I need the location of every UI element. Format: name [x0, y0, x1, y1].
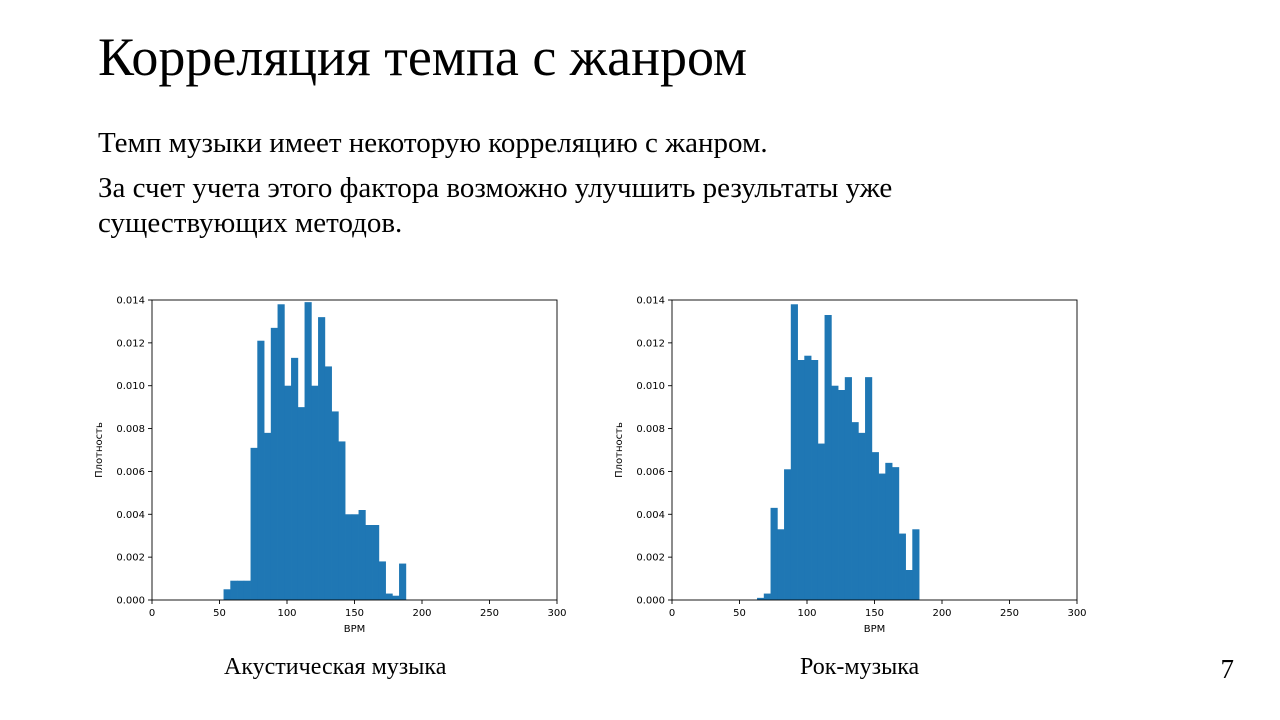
- histogram-bar: [250, 447, 258, 600]
- histogram-bar: [777, 529, 785, 600]
- histogram-bar: [784, 469, 792, 600]
- slide-body: Темп музыки имеет некоторую корреляцию с…: [98, 126, 1058, 250]
- histogram-bar: [331, 411, 339, 600]
- x-tick-label: 0: [669, 608, 675, 619]
- histogram-bar: [318, 317, 326, 600]
- y-tick-label: 0.006: [636, 467, 665, 478]
- histogram-bar: [284, 385, 292, 600]
- histogram-bar: [311, 385, 319, 600]
- x-tick-label: 250: [480, 608, 499, 619]
- y-tick-label: 0.002: [636, 553, 665, 564]
- y-tick-label: 0.008: [116, 424, 145, 435]
- histogram-bar: [757, 597, 765, 600]
- y-tick-label: 0.000: [116, 596, 145, 607]
- y-tick-label: 0.010: [636, 381, 665, 392]
- histogram-bar: [844, 377, 852, 600]
- histogram-bar: [365, 525, 373, 600]
- y-axis-label: Плотность: [614, 422, 625, 478]
- slide-title: Корреляция темпа с жанром: [98, 27, 748, 87]
- histogram-bar: [892, 467, 900, 600]
- histogram-bar: [345, 514, 353, 600]
- histogram-bar: [324, 366, 332, 600]
- histogram-bar: [351, 514, 359, 600]
- histogram-bar: [831, 385, 839, 600]
- x-tick-label: 300: [1067, 608, 1086, 619]
- y-tick-label: 0.002: [116, 553, 145, 564]
- y-tick-label: 0.000: [636, 596, 665, 607]
- histogram-bar: [790, 304, 798, 600]
- histogram-bar: [851, 422, 859, 600]
- x-tick-label: 150: [345, 608, 364, 619]
- histogram-bar: [372, 525, 380, 600]
- y-tick-label: 0.004: [116, 510, 145, 521]
- histogram-acoustic: 0 50 100 150 200 250 300 0.000 0.002 0.004 0.006 0.…: [92, 290, 582, 636]
- histogram-svg: 0 50 100 150 200 250 300 0.000 0.002 0.004 0.006 0.…: [614, 296, 1087, 636]
- x-axis-label: BPM: [864, 624, 886, 635]
- y-tick-label: 0.012: [636, 338, 665, 349]
- histogram-bar: [763, 593, 771, 600]
- x-tick-label: 200: [412, 608, 431, 619]
- histogram-bar: [338, 441, 346, 600]
- chart-caption-acoustic: Акустическая музыка: [224, 654, 447, 680]
- histogram-bar: [878, 473, 886, 600]
- histogram-bar: [378, 561, 386, 600]
- histogram-bar: [905, 570, 913, 600]
- histogram-bar: [223, 589, 231, 600]
- histogram-bar: [291, 357, 299, 600]
- histogram-bar: [264, 432, 272, 600]
- y-tick-label: 0.004: [636, 510, 665, 521]
- y-tick-label: 0.010: [116, 381, 145, 392]
- y-tick-label: 0.014: [116, 296, 145, 307]
- x-tick-label: 300: [547, 608, 566, 619]
- histogram-bar: [392, 595, 400, 600]
- histogram-bar: [243, 580, 251, 600]
- x-tick-label: 150: [865, 608, 884, 619]
- x-tick-label: 100: [277, 608, 296, 619]
- x-tick-label: 50: [733, 608, 746, 619]
- histogram-bar: [811, 360, 819, 600]
- page-number: 7: [1220, 654, 1235, 684]
- histogram-bar: [385, 593, 393, 600]
- y-tick-label: 0.008: [636, 424, 665, 435]
- histogram-bar: [912, 529, 920, 600]
- x-tick-label: 50: [213, 608, 226, 619]
- x-tick-label: 0: [149, 608, 155, 619]
- histogram-bar: [230, 580, 238, 600]
- histogram-bar: [399, 563, 407, 600]
- x-tick-label: 250: [1000, 608, 1019, 619]
- histogram-bar: [817, 443, 825, 600]
- histogram-bar: [304, 302, 312, 600]
- histogram-bar: [865, 377, 873, 600]
- histogram-bar: [270, 327, 278, 600]
- histogram-bar: [257, 340, 265, 600]
- slide-paragraph: Темп музыки имеет некоторую корреляцию с…: [98, 127, 768, 159]
- histogram-bar: [237, 580, 245, 600]
- histogram-rock: 0 50 100 150 200 250 300 0.000 0.002 0.004 0.006 0.…: [612, 290, 1102, 636]
- histogram-bar: [804, 355, 812, 600]
- histogram-bar: [858, 432, 866, 600]
- histogram-bar: [297, 407, 305, 600]
- histogram-bar: [358, 510, 366, 600]
- histogram-bar: [797, 360, 805, 600]
- x-axis-label: BPM: [344, 624, 366, 635]
- y-axis-label: Плотность: [94, 422, 105, 478]
- y-tick-label: 0.012: [116, 338, 145, 349]
- histogram-bar: [898, 533, 906, 600]
- histogram-bar: [824, 315, 832, 600]
- y-tick-label: 0.006: [116, 467, 145, 478]
- chart-caption-rock: Рок-музыка: [800, 654, 920, 680]
- histogram-bar: [277, 304, 285, 600]
- histogram-bar: [838, 390, 846, 600]
- histogram-bar: [770, 507, 778, 600]
- slide-paragraph: За счет учета этого фактора возможно улу…: [98, 171, 893, 239]
- histogram-bar: [885, 462, 893, 600]
- histogram-svg: 0 50 100 150 200 250 300 0.000 0.002 0.004 0.006 0.…: [94, 296, 567, 636]
- x-tick-label: 100: [797, 608, 816, 619]
- x-tick-label: 200: [932, 608, 951, 619]
- histogram-bar: [871, 452, 879, 600]
- y-tick-label: 0.014: [636, 296, 665, 307]
